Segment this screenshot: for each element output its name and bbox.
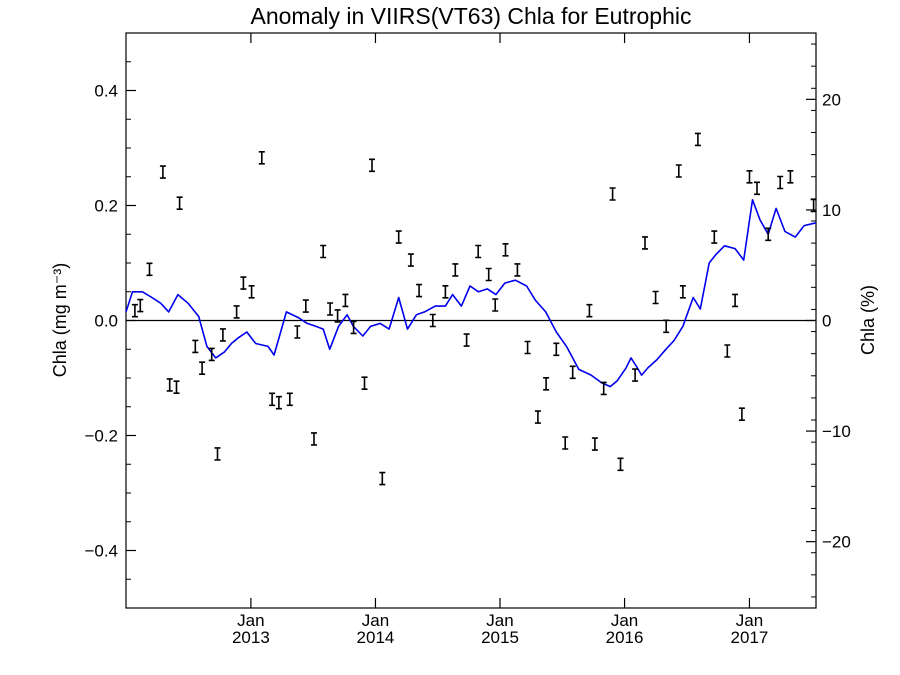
data-point-marker xyxy=(233,305,240,319)
data-point-marker xyxy=(361,376,368,390)
data-point-marker xyxy=(192,339,199,354)
data-point-marker xyxy=(746,170,753,184)
data-point-marker xyxy=(502,243,509,257)
data-point-marker xyxy=(569,365,576,380)
data-point-marker xyxy=(787,170,794,184)
data-point-marker xyxy=(302,299,309,313)
data-point-marker xyxy=(350,320,357,335)
data-point-marker xyxy=(131,303,138,318)
data-point-marker xyxy=(258,151,265,165)
data-point-marker xyxy=(294,325,301,339)
data-point-marker xyxy=(475,244,482,259)
y-left-tick-label: −0.4 xyxy=(84,542,118,561)
y-right-tick-label: 0 xyxy=(822,312,831,331)
data-point-marker xyxy=(732,293,739,308)
data-point-marker xyxy=(694,132,701,147)
series-line-layer xyxy=(125,199,817,388)
y-left-tick-label: 0.2 xyxy=(94,197,118,216)
data-point-marker xyxy=(514,263,521,277)
data-point-marker xyxy=(199,361,206,375)
x-tick-label-month: Jan xyxy=(611,611,638,630)
y-left-tick-label: 0.4 xyxy=(94,82,118,101)
series-markers-layer xyxy=(131,132,817,486)
data-point-marker xyxy=(675,164,682,178)
data-point-marker xyxy=(777,175,784,190)
y-left-tick-label: 0.0 xyxy=(94,312,118,331)
data-point-marker xyxy=(442,285,449,299)
data-point-marker xyxy=(166,378,173,392)
data-point-marker xyxy=(754,181,760,196)
data-point-marker xyxy=(395,230,402,244)
data-point-marker xyxy=(724,344,731,358)
x-tick-label-month: Jan xyxy=(237,611,264,630)
data-point-marker xyxy=(600,381,607,396)
data-point-marker xyxy=(320,244,327,259)
data-point-marker xyxy=(617,457,624,472)
data-point-marker xyxy=(524,340,531,355)
data-point-marker xyxy=(214,447,221,461)
data-point-marker xyxy=(286,392,293,407)
chart-title: Anomaly in VIIRS(VT63) Chla for Eutrophi… xyxy=(250,3,691,29)
data-point-marker xyxy=(765,227,772,242)
data-point-marker xyxy=(632,368,639,382)
data-point-marker xyxy=(485,267,492,282)
data-point-marker xyxy=(562,436,569,450)
x-tick-label-month: Jan xyxy=(362,611,389,630)
x-tick-label-year: 2013 xyxy=(232,628,270,647)
data-point-marker xyxy=(159,165,166,179)
series-line xyxy=(125,199,817,388)
data-point-marker xyxy=(534,410,541,424)
data-point-marker xyxy=(543,377,550,391)
y-right-tick-label: −10 xyxy=(822,422,851,441)
data-point-marker xyxy=(711,230,718,244)
y-right-tick-label: 10 xyxy=(822,201,841,220)
x-tick-label-month: Jan xyxy=(736,611,763,630)
data-point-marker xyxy=(663,319,670,334)
data-point-marker xyxy=(176,196,183,210)
data-point-marker xyxy=(342,293,349,308)
data-point-marker xyxy=(652,290,659,305)
data-point-marker xyxy=(492,298,499,312)
data-point-marker xyxy=(429,313,436,328)
data-point-marker xyxy=(248,285,255,299)
data-point-marker xyxy=(738,407,745,421)
data-point-marker xyxy=(810,198,817,213)
data-point-marker xyxy=(146,262,153,277)
data-point-marker xyxy=(553,342,560,357)
data-point-marker xyxy=(609,187,616,201)
data-point-marker xyxy=(416,283,423,298)
data-point-marker xyxy=(240,276,247,290)
data-point-marker xyxy=(642,236,648,250)
data-point-marker xyxy=(452,263,459,277)
data-point-marker xyxy=(379,471,386,486)
data-point-marker xyxy=(407,253,414,267)
y-left-tick-label: −0.2 xyxy=(84,427,118,446)
data-point-marker xyxy=(219,328,226,342)
y-right-tick-label: −20 xyxy=(822,533,851,552)
data-point-marker xyxy=(679,285,686,299)
x-tick-label-month: Jan xyxy=(486,611,513,630)
data-point-marker xyxy=(137,298,144,313)
y-right-tick-label: 20 xyxy=(822,90,841,109)
x-tick-label-year: 2015 xyxy=(481,628,519,647)
x-tick-label-year: 2014 xyxy=(357,628,395,647)
x-tick-label-year: 2017 xyxy=(731,628,769,647)
data-point-marker xyxy=(369,158,375,173)
x-tick-label-year: 2016 xyxy=(606,628,644,647)
data-point-marker xyxy=(173,380,180,394)
data-point-marker xyxy=(208,347,215,362)
data-point-marker xyxy=(311,432,317,446)
y-axis-label-right: Chla (%) xyxy=(858,285,878,355)
data-point-marker xyxy=(327,302,334,316)
data-point-marker xyxy=(463,333,470,347)
y-axis-label-left: Chla (mg m⁻³) xyxy=(50,263,70,378)
data-point-marker xyxy=(275,395,282,410)
data-point-marker xyxy=(591,437,598,451)
data-point-marker xyxy=(334,309,341,323)
data-point-marker xyxy=(269,392,276,407)
data-point-marker xyxy=(586,303,593,318)
axis-ticks: 0.40.20.0−0.2−0.420100−10−20Jan2013Jan20… xyxy=(84,32,851,647)
